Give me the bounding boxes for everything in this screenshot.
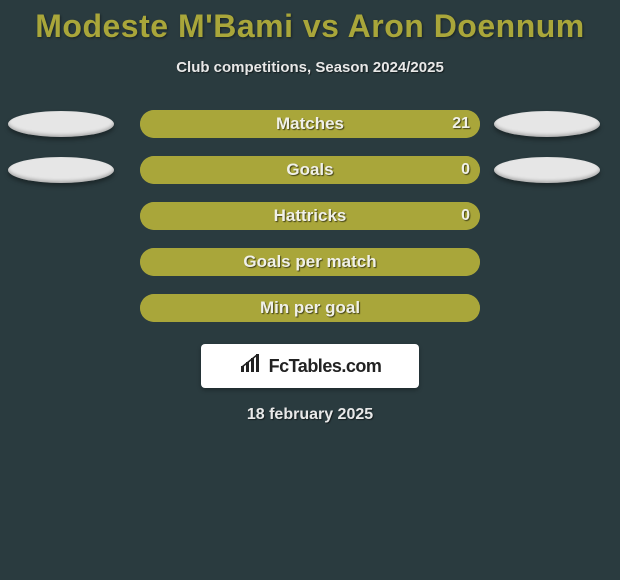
stat-bar-fill bbox=[140, 248, 480, 276]
brand-text: FcTables.com bbox=[269, 356, 382, 377]
stat-row: Matches21 bbox=[0, 110, 620, 138]
stat-bar-fill bbox=[140, 156, 480, 184]
brand-chart-icon bbox=[239, 354, 263, 379]
page-title: Modeste M'Bami vs Aron Doennum bbox=[0, 0, 620, 45]
stat-bar-fill bbox=[140, 294, 480, 322]
stat-row: Min per goal bbox=[0, 294, 620, 322]
date-line: 18 february 2025 bbox=[0, 406, 620, 424]
stat-bar-fill bbox=[140, 110, 480, 138]
stat-row: Hattricks0 bbox=[0, 202, 620, 230]
stat-bar: Goals0 bbox=[140, 156, 480, 184]
stat-row: Goals per match bbox=[0, 248, 620, 276]
stat-bar: Hattricks0 bbox=[140, 202, 480, 230]
player-left-badge bbox=[8, 157, 114, 183]
player-right-badge bbox=[494, 111, 600, 137]
player-right-badge bbox=[494, 157, 600, 183]
stat-bar: Min per goal bbox=[140, 294, 480, 322]
stat-rows: Matches21 Goals0 Hattricks0 Goals per match… bbox=[0, 110, 620, 322]
stat-row: Goals0 bbox=[0, 156, 620, 184]
stat-bar: Goals per match bbox=[140, 248, 480, 276]
player-left-badge bbox=[8, 111, 114, 137]
stat-bar: Matches21 bbox=[140, 110, 480, 138]
season-subtitle: Club competitions, Season 2024/2025 bbox=[0, 59, 620, 76]
brand-box: FcTables.com bbox=[201, 344, 419, 388]
stat-bar-fill bbox=[140, 202, 480, 230]
